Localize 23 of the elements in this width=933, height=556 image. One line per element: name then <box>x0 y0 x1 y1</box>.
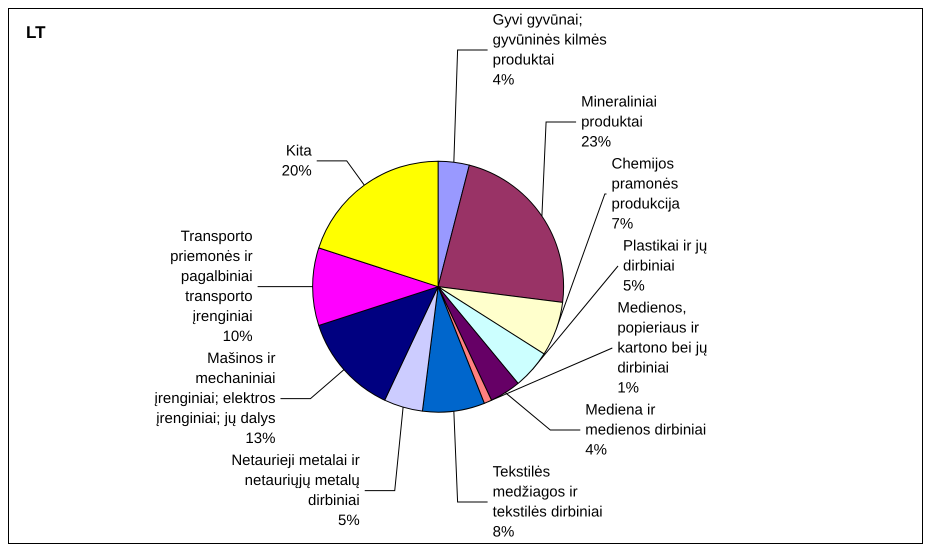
slice-label: Mediena ir medienos dirbiniai <box>585 402 706 438</box>
data-label: 7% <box>612 216 634 232</box>
slice-label: Transporto priemonės ir pagalbiniai transporto įrenginiai <box>170 228 253 326</box>
data-label: 8% <box>492 524 514 540</box>
data-label: 10% <box>222 328 253 346</box>
data-label: 1% <box>617 380 640 396</box>
slice-label: Gyvi gyvūnai; gyvūninės kilmės produktai <box>492 12 607 68</box>
data-label: 4% <box>585 442 607 458</box>
slice-label: Netaurieji metalai ir netauriųjų metalų dirbiniai <box>231 452 360 510</box>
data-label: 23% <box>581 134 612 150</box>
data-label: 4% <box>492 72 514 88</box>
text: LT <box>26 23 46 42</box>
slice-label: Tekstilės medžiagos ir tekstilės dirbiniai <box>492 464 603 520</box>
slice-label: Kita <box>286 142 312 160</box>
slice-label: Plastikai ir jų dirbiniai <box>623 238 708 274</box>
slice-label: Mineraliniai produktai <box>581 94 657 130</box>
slice-label: Chemijos pramonės produkcija <box>612 156 681 212</box>
data-label: 5% <box>338 512 360 530</box>
slice-label: Mašinos ir mechaniniai įrenginiai; elektros įrenginiai; jų dalys <box>154 350 276 428</box>
data-label: 13% <box>245 430 276 448</box>
slice-label: Medienos, popieriaus ir kartono bei jų dirbiniai <box>617 300 708 376</box>
data-label: 20% <box>282 162 312 180</box>
data-label: 5% <box>623 278 645 294</box>
